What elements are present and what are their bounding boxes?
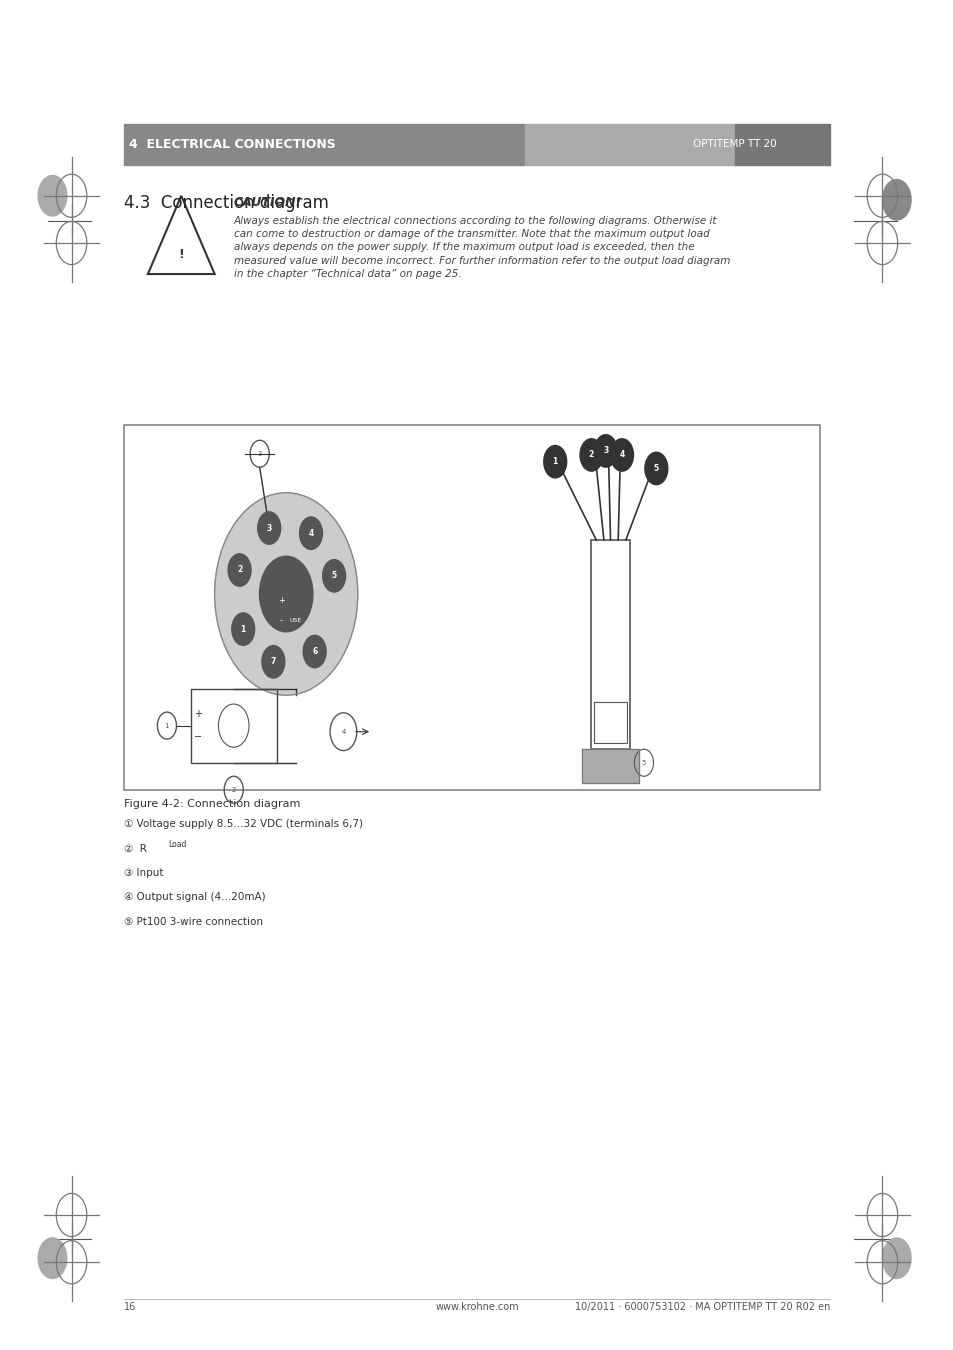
Text: USE: USE [290, 618, 301, 624]
Text: −: − [194, 732, 202, 741]
Bar [124, 425, 820, 790]
Circle shape [610, 439, 633, 471]
Text: CAUTION!: CAUTION! [233, 196, 302, 209]
Text: 4  ELECTRICAL CONNECTIONS: 4 ELECTRICAL CONNECTIONS [129, 138, 335, 151]
Text: +: + [277, 597, 285, 605]
Text: 4.3  Connection diagram: 4.3 Connection diagram [124, 194, 329, 212]
Text: ③ Input: ③ Input [124, 868, 163, 878]
Text: 1: 1 [240, 625, 246, 633]
Text: 3: 3 [266, 524, 272, 532]
Text: 2: 2 [236, 566, 242, 575]
Text: 5: 5 [641, 760, 645, 765]
Text: 16: 16 [124, 1303, 136, 1312]
Text: ① Voltage supply 8.5...32 VDC (terminals 6,7): ① Voltage supply 8.5...32 VDC (terminals… [124, 819, 363, 829]
Text: 2: 2 [588, 451, 594, 459]
Text: Always establish the electrical connections according to the following diagrams.: Always establish the electrical connecti… [233, 216, 729, 279]
Text: Figure 4-2: Connection diagram: Figure 4-2: Connection diagram [124, 799, 300, 809]
Text: 4: 4 [341, 729, 345, 734]
Text: ⑤ Pt100 3-wire connection: ⑤ Pt100 3-wire connection [124, 917, 263, 926]
Circle shape [38, 1238, 67, 1278]
Text: 3: 3 [257, 451, 262, 456]
Text: 6: 6 [312, 647, 317, 656]
Text: 1: 1 [552, 458, 558, 466]
Circle shape [579, 439, 602, 471]
Circle shape [257, 512, 280, 544]
Bar [124, 124, 524, 165]
Text: 1: 1 [165, 722, 169, 729]
Circle shape [322, 560, 345, 593]
Circle shape [232, 613, 254, 645]
Bar [734, 124, 829, 165]
Text: 5: 5 [332, 571, 336, 580]
Text: 4: 4 [308, 529, 314, 537]
Text: Load: Load [168, 840, 186, 849]
Text: ④ Output signal (4...20mA): ④ Output signal (4...20mA) [124, 892, 265, 902]
Circle shape [299, 517, 322, 549]
Circle shape [594, 435, 617, 467]
Circle shape [882, 1238, 910, 1278]
Bar [591, 540, 629, 749]
Bar [581, 749, 639, 783]
Text: 10/2011 · 6000753102 · MA OPTITEMP TT 20 R02 en: 10/2011 · 6000753102 · MA OPTITEMP TT 20… [574, 1303, 829, 1312]
Text: +: + [194, 710, 202, 720]
Circle shape [882, 180, 910, 220]
Circle shape [262, 645, 285, 678]
Text: ②  R: ② R [124, 844, 147, 853]
Circle shape [228, 554, 251, 586]
Circle shape [303, 636, 326, 668]
Bar [594, 702, 626, 742]
Bar [581, 749, 639, 783]
Circle shape [38, 176, 67, 216]
Bar [524, 124, 734, 165]
Text: OPTITEMP TT 20: OPTITEMP TT 20 [692, 139, 776, 150]
Text: 5: 5 [653, 464, 659, 472]
Circle shape [543, 446, 566, 478]
Text: 7: 7 [271, 657, 275, 667]
Text: 4: 4 [618, 451, 624, 459]
Circle shape [214, 493, 357, 695]
Circle shape [259, 556, 313, 632]
Text: -: - [279, 617, 283, 625]
Text: 2: 2 [232, 787, 235, 792]
Text: 3: 3 [602, 447, 608, 455]
Circle shape [644, 452, 667, 485]
Text: www.krohne.com: www.krohne.com [435, 1303, 518, 1312]
Text: !: ! [178, 247, 184, 261]
Bar [191, 688, 276, 763]
